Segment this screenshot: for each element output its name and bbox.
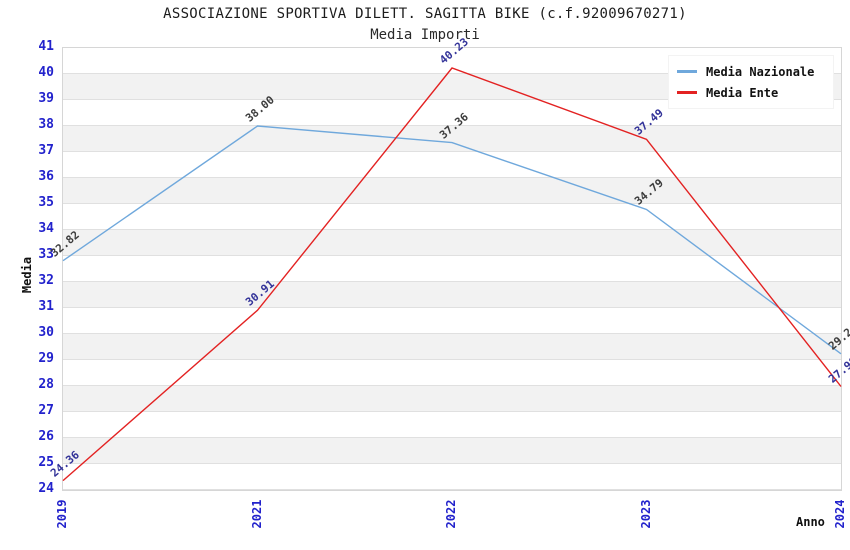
legend-box: Media Nazionale Media Ente: [668, 55, 834, 109]
x-tick-label: 2023: [638, 499, 653, 529]
y-tick-label: 31: [38, 299, 54, 314]
x-axis-title: Anno: [796, 515, 825, 529]
chart-title: ASSOCIAZIONE SPORTIVA DILETT. SAGITTA BI…: [163, 6, 687, 22]
y-tick-label: 36: [38, 169, 54, 184]
y-tick-label: 35: [38, 195, 54, 210]
line-swatch-red: [677, 91, 697, 94]
y-tick-label: 41: [38, 39, 54, 54]
x-tick-label: 2024: [833, 499, 847, 529]
legend-label: Media Ente: [706, 85, 779, 100]
series-line: [62, 125, 842, 355]
y-tick-label: 38: [38, 117, 54, 132]
y-tick-label: 25: [38, 455, 54, 470]
y-tick-label: 27: [38, 403, 54, 418]
x-tick-label: 2019: [55, 499, 69, 529]
y-tick-label: 28: [38, 377, 54, 392]
x-tick-label: 2022: [444, 499, 458, 529]
y-tick-label: 30: [38, 325, 54, 340]
y-tick-label: 34: [38, 221, 54, 236]
y-tick-label: 39: [38, 91, 54, 106]
y-tick-label: 24: [38, 481, 54, 496]
plot-area: [62, 47, 842, 491]
y-tick-label: 40: [38, 65, 54, 80]
legend-label: Media Nazionale: [706, 64, 815, 79]
y-tick-label: 32: [38, 273, 54, 288]
y-tick-label: 33: [38, 247, 54, 262]
y-tick-label: 37: [38, 143, 54, 158]
y-tick-label: 26: [38, 429, 54, 444]
legend-item-media-ente: Media Ente: [677, 82, 825, 103]
y-tick-label: 29: [38, 351, 54, 366]
chart-subtitle: Media Importi: [370, 27, 480, 43]
series-line: [62, 67, 842, 482]
line-swatch-blue: [677, 70, 697, 73]
x-tick-label: 2021: [249, 499, 264, 529]
legend-item-media-nazionale: Media Nazionale: [677, 61, 825, 82]
line-chart-canvas: [62, 67, 842, 482]
